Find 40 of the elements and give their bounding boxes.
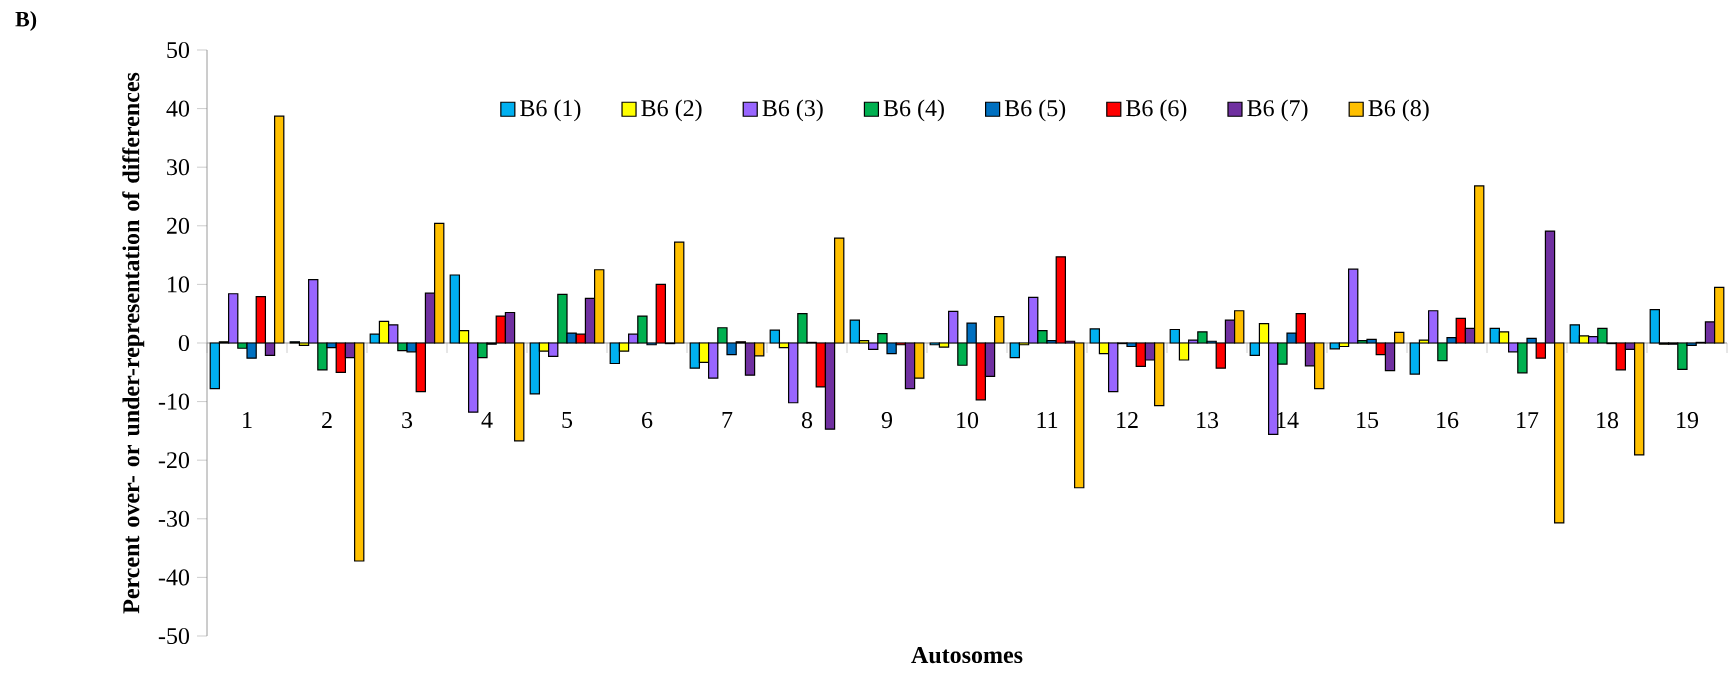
y-tick-label: 10 <box>168 276 190 293</box>
y-tick-label: 50 <box>167 41 190 59</box>
x-tick-label: 10 <box>957 412 979 429</box>
x-tick-label: 18 <box>1597 412 1619 429</box>
x-tick-label: 13 <box>1197 412 1219 429</box>
x-tick-label: 2 <box>322 412 332 428</box>
y-tick-label: -10 <box>158 393 190 410</box>
legend-label: B6 (5) <box>1004 99 1066 122</box>
legend-label: B6 (1) <box>520 99 581 122</box>
legend-label: B6 (2) <box>641 99 702 122</box>
text: B) <box>15 11 37 31</box>
legend-label: B6 (6) <box>1126 99 1187 122</box>
y-tick-label: 0 <box>178 334 190 352</box>
x-tick-label: 6 <box>642 412 653 429</box>
x-tick-label: 4 <box>481 412 493 428</box>
x-tick-label: 5 <box>562 412 573 428</box>
y-tick-label: 30 <box>167 159 190 176</box>
x-tick-label: 19 <box>1677 412 1699 429</box>
y-tick-label: -50 <box>158 627 190 645</box>
x-tick-label: 9 <box>881 412 893 429</box>
x-tick-label: 16 <box>1437 412 1459 429</box>
y-tick-label: 20 <box>167 217 190 234</box>
x-tick-label: 12 <box>1117 412 1138 428</box>
x-tick-label: 11 <box>1037 412 1058 428</box>
x-tick-label: 3 <box>402 412 413 429</box>
legend-label: B6 (4) <box>883 99 944 122</box>
x-tick-label: 8 <box>801 412 813 429</box>
y-tick-label: -20 <box>158 452 190 469</box>
x-tick-label: 7 <box>722 412 733 428</box>
x-tick-label: 1 <box>243 412 252 428</box>
x-tick-label: 17 <box>1517 412 1539 428</box>
y-tick-label: 40 <box>166 100 190 117</box>
legend-label: B6 (3) <box>762 99 823 122</box>
x-tick-label: 15 <box>1357 412 1379 429</box>
legend-label: B6 (7) <box>1247 99 1308 122</box>
legend-label: B6 (8) <box>1368 99 1429 122</box>
y-tick-label: -40 <box>158 569 190 586</box>
x-axis-title: Autosomes <box>911 647 1023 664</box>
y-axis-title: Percent over- or under-representation of differences <box>122 72 145 614</box>
y-tick-label: -30 <box>158 510 190 527</box>
